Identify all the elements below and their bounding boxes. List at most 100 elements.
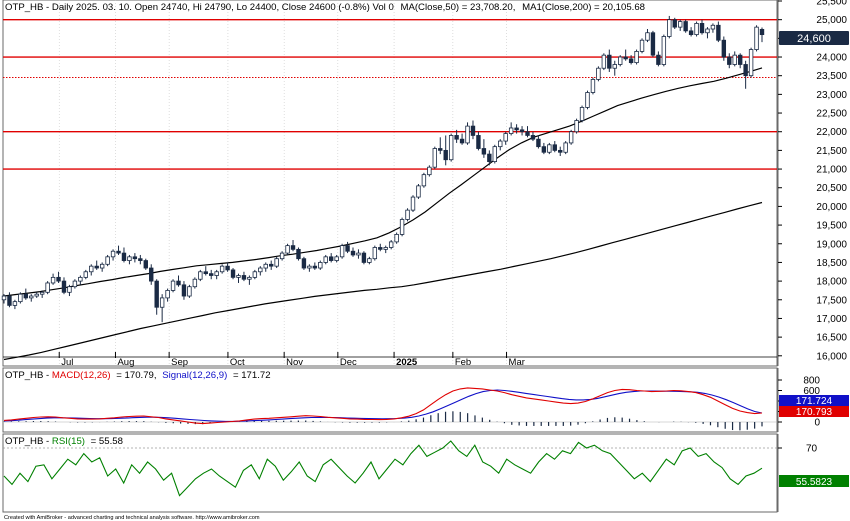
candle-body [328, 256, 334, 261]
candle-body [296, 248, 301, 260]
candle-body [541, 146, 547, 153]
candle-body [105, 256, 110, 265]
candle-body [737, 54, 743, 65]
candle-body [219, 265, 225, 273]
candle-body [754, 26, 759, 50]
candle-body [203, 271, 208, 275]
candle-body [563, 142, 568, 153]
candle-body [378, 247, 383, 250]
candle-body [312, 265, 318, 269]
x-tick-label: Sep [171, 357, 188, 368]
x-tick-label: 2025 [396, 357, 418, 368]
price-panel: 16,000 16,500 17,000 17,500 18,000 18,500 19,0… [1, 0, 849, 368]
candle-body [656, 54, 661, 65]
candle-body [476, 135, 481, 149]
price-y-tick-label: 16,000 [816, 351, 847, 362]
candle-body [612, 64, 617, 69]
candle-body [498, 140, 503, 148]
candle-body [683, 21, 688, 32]
signal-line [3, 389, 763, 422]
x-tick-label: Mar [509, 357, 525, 368]
candle-body [50, 276, 56, 284]
candle-body [29, 295, 34, 299]
macd-line [3, 387, 763, 425]
candle-body [323, 256, 328, 263]
candle-body [361, 252, 367, 263]
candle-body [263, 263, 268, 269]
candle-body [154, 280, 159, 308]
x-tick-label: Dec [340, 357, 357, 368]
candle-body [225, 265, 230, 271]
macd-badge-text: 170.793 [796, 407, 833, 418]
candle-body [209, 273, 214, 276]
candle-body [394, 234, 399, 243]
candle-body [274, 258, 279, 267]
candle-body [470, 125, 476, 136]
candle-body [198, 271, 203, 280]
candle-body [83, 271, 88, 278]
candle-body [78, 276, 83, 282]
candle-body [236, 275, 241, 278]
candle-body [661, 36, 667, 65]
candle-body [56, 276, 61, 282]
rsi-70-label: 70 [806, 444, 818, 455]
macd-y-tick-label: 800 [803, 376, 820, 387]
candle-body [667, 19, 672, 37]
price-y-tick-label: 25,000 [816, 15, 847, 26]
rsi-badge-box [779, 475, 849, 487]
x-tick-label: Aug [117, 357, 134, 368]
candle-body [121, 252, 127, 261]
candle-body [405, 209, 410, 220]
candle-body [372, 247, 378, 260]
price-y-tick-label: 22,500 [816, 109, 847, 120]
price-badge: 24,600 [779, 31, 849, 45]
candle-body [269, 263, 274, 267]
candle-body [45, 282, 50, 293]
candle-body [448, 135, 454, 161]
candle-body [716, 24, 721, 41]
candle-body [519, 129, 525, 133]
price-y-tick-label: 20,500 [816, 183, 847, 194]
candle-body [759, 28, 765, 36]
candle-body [399, 219, 405, 235]
candle-body [694, 23, 699, 36]
candle-body [645, 32, 650, 41]
signal-badge-box [779, 395, 849, 406]
candle-body [1, 295, 7, 301]
macd-value: = 170.79, [116, 370, 156, 381]
candle-body [427, 166, 432, 176]
candle-body [94, 265, 99, 269]
candle-body [18, 293, 23, 303]
candle-body [558, 149, 563, 153]
candle-body [465, 125, 470, 144]
candle-body [252, 271, 258, 278]
macd-y-tick-label: 600 [803, 386, 820, 397]
candle-body [290, 245, 296, 250]
macd-panel: 8006004002000 OTP_HB - MACD(12,26) = 170… [2, 367, 849, 433]
candle-body [339, 245, 345, 258]
candle-body [230, 269, 236, 278]
price-y-tick-label: 19,500 [816, 221, 847, 232]
candle-body [258, 267, 263, 273]
footer-credit: Created with AmiBroker - advanced charti… [4, 515, 260, 521]
candle-body [7, 295, 12, 306]
macd-badge: 170.793 [779, 406, 849, 418]
ma50-line [3, 67, 763, 297]
candle-body [165, 290, 170, 299]
candle-body [170, 280, 176, 291]
candle-body [138, 258, 143, 261]
candle-body [678, 21, 683, 28]
candle-body [432, 148, 438, 168]
price-y-tick-label: 24,000 [816, 53, 847, 64]
candle-body [72, 280, 78, 288]
candle-body [481, 148, 487, 155]
candle-body [127, 256, 132, 261]
macd-y-tick-label: 0 [814, 418, 820, 429]
candle-body [187, 286, 192, 297]
candle-body [383, 247, 388, 250]
candle-body [421, 174, 427, 187]
candle-body [688, 30, 694, 36]
candle-body [67, 286, 72, 293]
candle-body [192, 278, 198, 288]
signal-badge: 171.724 [779, 395, 849, 407]
